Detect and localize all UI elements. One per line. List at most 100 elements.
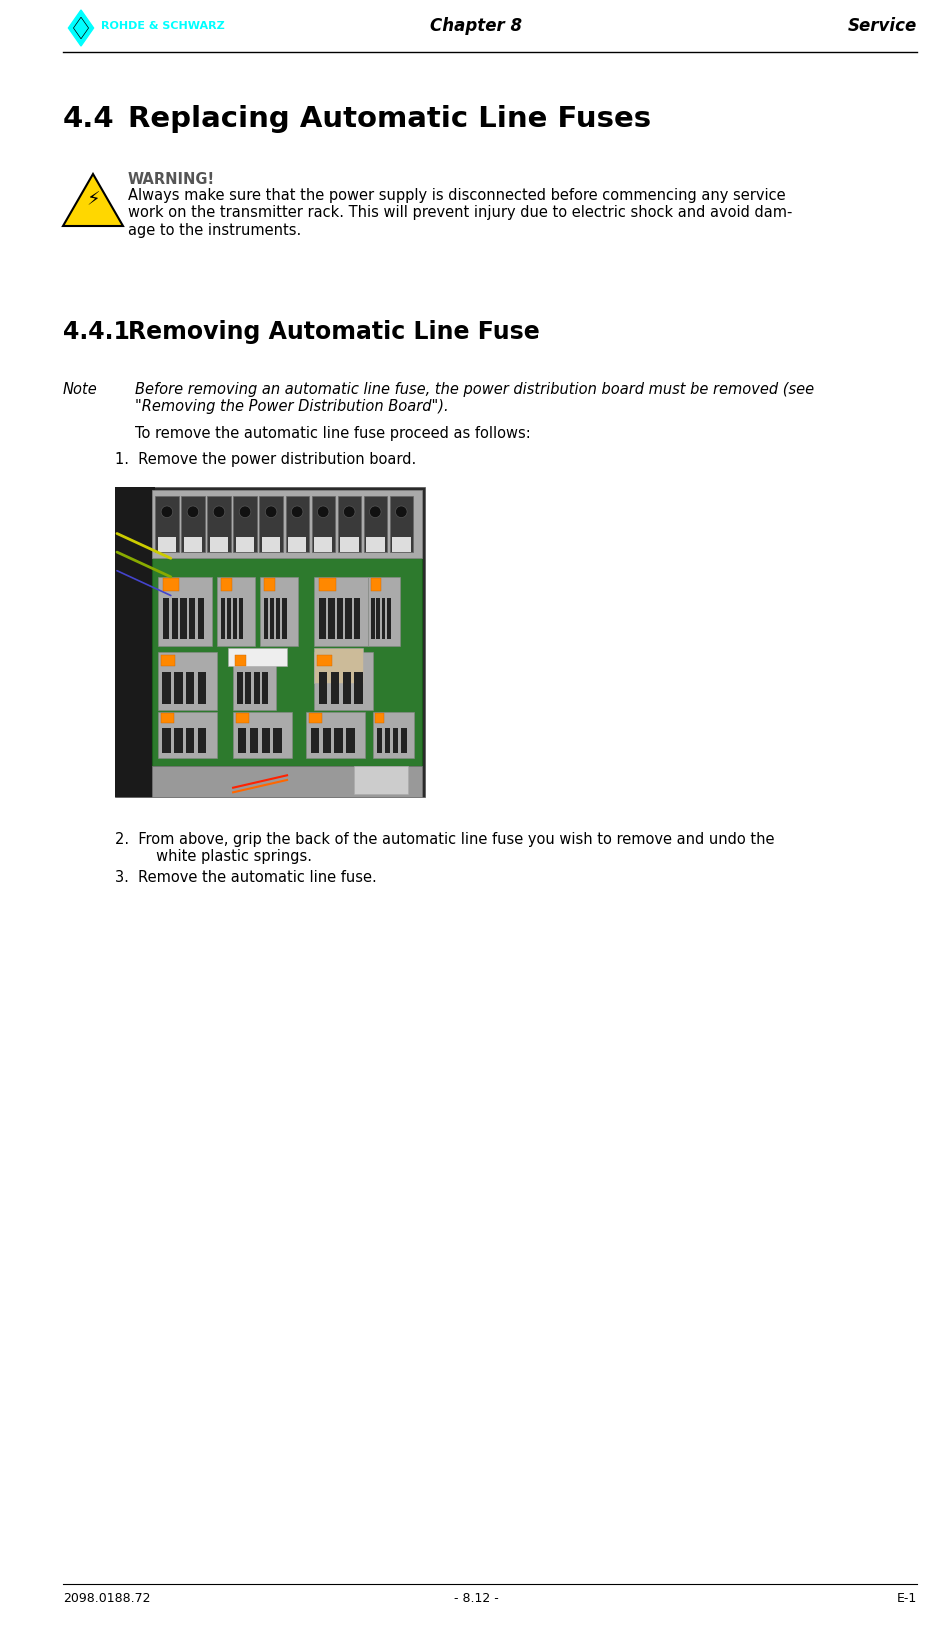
Polygon shape: [69, 10, 93, 46]
Bar: [392, 536, 410, 552]
Bar: [273, 728, 282, 753]
Bar: [158, 536, 176, 552]
Bar: [233, 712, 292, 757]
Text: "Removing the Power Distribution Board").: "Removing the Power Distribution Board")…: [135, 399, 448, 414]
Text: To remove the automatic line fuse proceed as follows:: To remove the automatic line fuse procee…: [135, 425, 531, 441]
Bar: [197, 598, 204, 639]
Bar: [233, 497, 257, 552]
Bar: [184, 536, 202, 552]
Bar: [288, 536, 307, 552]
Circle shape: [239, 507, 251, 518]
Text: 3.  Remove the automatic line fuse.: 3. Remove the automatic line fuse.: [115, 870, 377, 886]
Bar: [276, 598, 281, 639]
Bar: [260, 577, 298, 645]
Bar: [282, 598, 287, 639]
Text: Removing Automatic Line Fuse: Removing Automatic Line Fuse: [128, 319, 540, 344]
Bar: [340, 536, 359, 552]
Bar: [314, 648, 363, 683]
Bar: [233, 598, 237, 639]
Bar: [181, 497, 205, 552]
Text: E-1: E-1: [897, 1592, 917, 1605]
Bar: [217, 577, 255, 645]
Bar: [354, 598, 361, 639]
Bar: [228, 648, 288, 666]
Bar: [161, 655, 175, 666]
Bar: [186, 673, 194, 704]
Text: 1.  Remove the power distribution board.: 1. Remove the power distribution board.: [115, 451, 416, 468]
Bar: [235, 655, 246, 666]
Bar: [249, 728, 258, 753]
Circle shape: [344, 507, 355, 518]
Bar: [208, 497, 230, 552]
Bar: [330, 673, 339, 704]
Text: Chapter 8: Chapter 8: [430, 16, 522, 34]
Bar: [387, 598, 390, 639]
Bar: [198, 673, 207, 704]
Bar: [314, 577, 368, 645]
Bar: [385, 728, 390, 753]
Bar: [314, 536, 332, 552]
Bar: [371, 598, 375, 639]
Bar: [317, 655, 332, 666]
Text: 4.4.1: 4.4.1: [63, 319, 129, 344]
Text: Always make sure that the power supply is disconnected before commencing any ser: Always make sure that the power supply i…: [128, 187, 785, 202]
Bar: [115, 487, 155, 797]
Bar: [254, 673, 260, 704]
Bar: [323, 728, 331, 753]
Text: WARNING!: WARNING!: [128, 173, 215, 187]
Bar: [198, 728, 207, 753]
Bar: [375, 714, 385, 723]
Text: 4.4: 4.4: [63, 104, 114, 134]
Bar: [368, 577, 401, 645]
Bar: [263, 673, 268, 704]
Polygon shape: [73, 18, 89, 39]
Text: 2.  From above, grip the back of the automatic line fuse you wish to remove and : 2. From above, grip the back of the auto…: [115, 832, 775, 847]
Text: Replacing Automatic Line Fuses: Replacing Automatic Line Fuses: [128, 104, 651, 134]
Bar: [337, 598, 343, 639]
Bar: [233, 652, 276, 710]
Bar: [334, 728, 343, 753]
Text: ⚡: ⚡: [86, 191, 100, 210]
Bar: [310, 728, 319, 753]
Bar: [262, 728, 270, 753]
Bar: [308, 714, 322, 723]
Circle shape: [395, 507, 407, 518]
Bar: [239, 598, 244, 639]
Bar: [227, 598, 231, 639]
Bar: [171, 598, 178, 639]
Bar: [158, 577, 211, 645]
Bar: [158, 652, 217, 710]
Bar: [366, 536, 385, 552]
Bar: [180, 598, 187, 639]
Circle shape: [188, 507, 199, 518]
Bar: [314, 652, 373, 710]
Bar: [354, 766, 408, 793]
Bar: [163, 598, 169, 639]
Text: ROHDE & SCHWARZ: ROHDE & SCHWARZ: [101, 21, 225, 31]
Bar: [152, 559, 422, 766]
Bar: [320, 578, 336, 591]
Bar: [347, 728, 354, 753]
Bar: [174, 728, 183, 753]
Bar: [371, 578, 381, 591]
Bar: [236, 536, 254, 552]
Text: Before removing an automatic line fuse, the power distribution board must be rem: Before removing an automatic line fuse, …: [135, 381, 814, 397]
Bar: [174, 673, 183, 704]
Bar: [364, 497, 387, 552]
Bar: [306, 712, 366, 757]
Bar: [236, 714, 249, 723]
Bar: [264, 598, 268, 639]
Bar: [264, 578, 275, 591]
Bar: [163, 673, 170, 704]
Circle shape: [161, 507, 172, 518]
Bar: [188, 598, 195, 639]
Circle shape: [291, 507, 303, 518]
Bar: [377, 728, 383, 753]
Bar: [152, 766, 422, 797]
Bar: [236, 673, 243, 704]
Bar: [260, 497, 283, 552]
Bar: [373, 712, 414, 757]
Bar: [155, 497, 179, 552]
Bar: [311, 497, 335, 552]
Circle shape: [266, 507, 277, 518]
